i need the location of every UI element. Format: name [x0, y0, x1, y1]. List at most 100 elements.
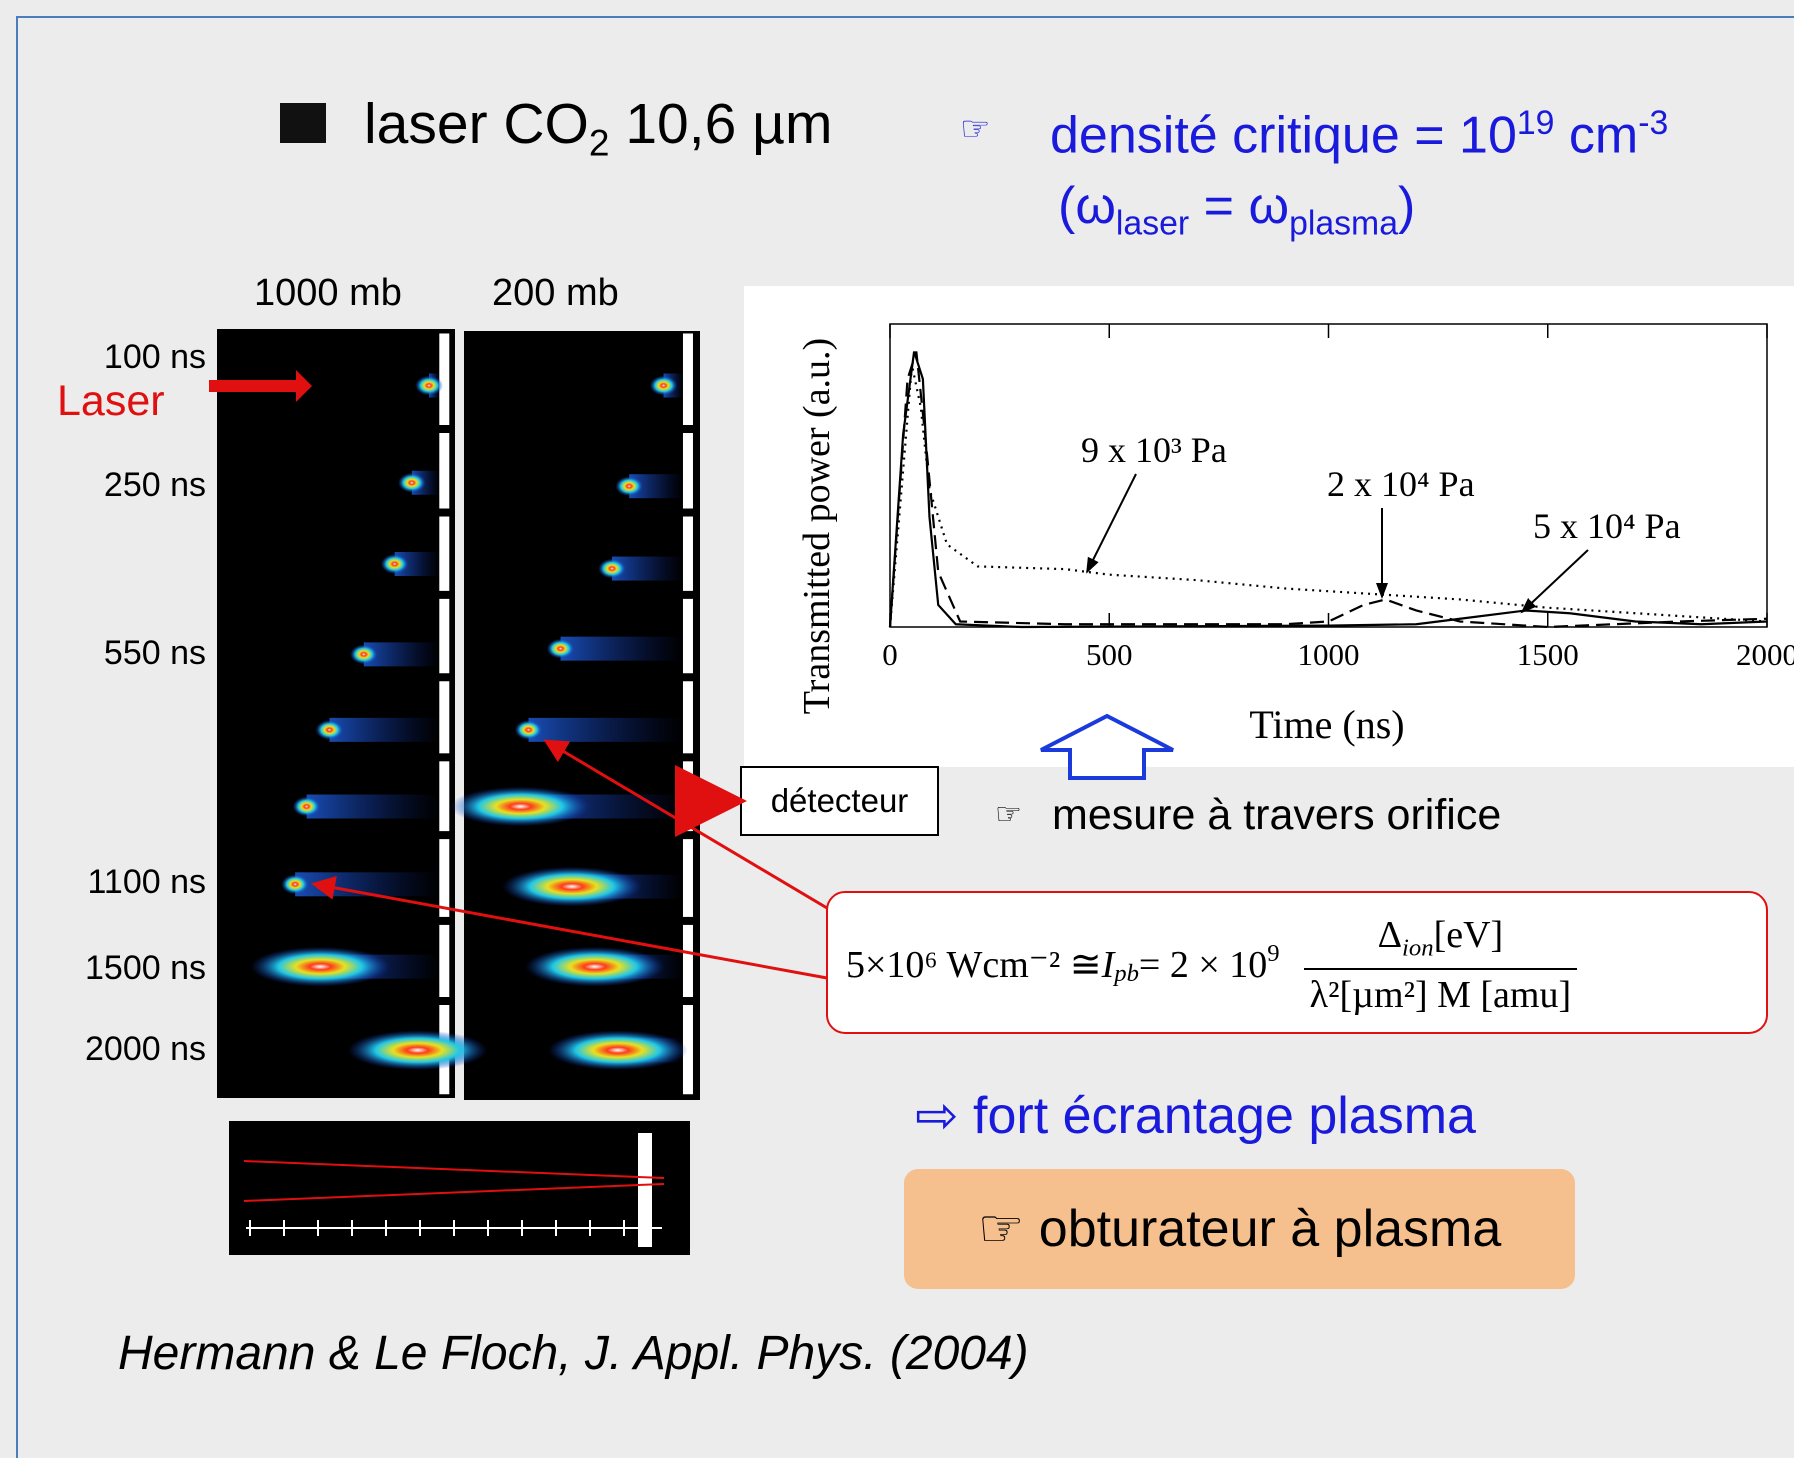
text: cm [1554, 106, 1639, 165]
title-text: 10,6 µm [609, 92, 833, 156]
text: = ω [1189, 177, 1290, 235]
label-arrow [1086, 473, 1137, 574]
time-label: 250 ns [103, 466, 206, 504]
plume-tail [306, 794, 440, 819]
text: (ω [1058, 177, 1116, 235]
plume-tail [329, 717, 440, 742]
plume [415, 375, 443, 396]
title-subscript: 2 [588, 121, 610, 164]
series-line [888, 365, 1768, 628]
arrow [543, 739, 828, 910]
plume [524, 946, 665, 987]
formula-text: I [1101, 944, 1115, 986]
beam [243, 1183, 665, 1202]
title: laser CO2 10,6 µm [364, 96, 832, 161]
numerator: Δion[eV] [1372, 916, 1510, 967]
target [682, 433, 693, 509]
x-tick-label: 0 [882, 637, 898, 672]
bullet [280, 103, 326, 143]
plume [292, 796, 321, 817]
arrow [311, 875, 828, 980]
subscript: plasma [1289, 204, 1399, 243]
plume [598, 558, 627, 579]
frame [16, 16, 1794, 1458]
time-label: 550 ns [103, 634, 206, 672]
plume [397, 472, 426, 493]
laser-label: Laser [57, 377, 165, 425]
detector-box [740, 766, 939, 836]
detector-label: détecteur [770, 782, 909, 819]
target [682, 839, 693, 917]
plume [547, 1030, 688, 1071]
formula-text: = 2 × 10 [1138, 944, 1268, 986]
curve-label: 5 x 10⁴ Pa [1533, 506, 1681, 546]
subscript: laser [1115, 204, 1190, 243]
plume [250, 946, 391, 987]
note: mesure à travers orifice [1052, 791, 1502, 839]
formula-subscript: ion [1402, 934, 1434, 962]
time-label: 1500 ns [85, 949, 206, 987]
formula-text: 5×10⁶ Wcm⁻² ≅ [846, 944, 1102, 986]
plume [546, 638, 575, 659]
plume [502, 866, 642, 907]
density: densité critique = 1019 cm-3 [1050, 104, 1669, 165]
plume [649, 375, 678, 396]
text: ) [1398, 177, 1416, 235]
target [439, 598, 450, 674]
column-label: 200 mb [492, 272, 619, 314]
hand-icon: ☞ [960, 110, 991, 148]
denominator: λ²[µm²] M [amu] [1303, 967, 1578, 1014]
formula-text: Δ [1377, 914, 1403, 957]
conclusion: ⇨ fort écrantage plasma [915, 1087, 1476, 1145]
target [682, 516, 693, 591]
series-line [888, 351, 1768, 629]
condition: (ωlaser = ωplasma) [1058, 180, 1415, 241]
citation: Hermann & Le Floch, J. Appl. Phys. (2004… [118, 1327, 1029, 1380]
text: densité critique = 10 [1050, 106, 1517, 165]
series-line [888, 351, 1768, 629]
target [682, 924, 693, 997]
target [439, 681, 450, 754]
target [682, 681, 693, 754]
label-arrow [1520, 549, 1589, 614]
plume [349, 644, 378, 665]
up-arrow [1040, 713, 1174, 780]
plume [514, 719, 543, 740]
hand-icon: ☞ [995, 798, 1022, 831]
target [439, 761, 450, 832]
target [682, 333, 693, 425]
plume [347, 1030, 488, 1071]
exponent: -3 [1638, 104, 1669, 142]
highlight-box [904, 1169, 1575, 1289]
target [638, 1133, 652, 1247]
x-tick-label: 500 [1086, 637, 1133, 672]
time-label: 100 ns [103, 338, 206, 376]
time-label: 1100 ns [87, 863, 206, 901]
column-label: 1000 mb [254, 272, 402, 314]
formula-box [826, 891, 1768, 1034]
exponent: 19 [1516, 104, 1555, 142]
image-panel [229, 1121, 690, 1255]
image-panels [217, 329, 700, 1255]
target [682, 598, 693, 674]
target [439, 516, 450, 591]
target [439, 924, 450, 997]
curve-label: 2 x 10⁴ Pa [1327, 464, 1475, 504]
target [439, 433, 450, 509]
plume [315, 719, 344, 740]
x-axis-label: Time (ns) [1249, 702, 1404, 747]
x-tick-label: 1000 [1298, 637, 1360, 672]
formula-exponent: 9 [1267, 939, 1280, 967]
formula-subscript: pb [1114, 959, 1139, 987]
time-label: 2000 ns [85, 1030, 206, 1068]
target [682, 1005, 693, 1095]
target [439, 333, 450, 425]
beam [243, 1160, 665, 1179]
fraction: Δion[eV] λ²[µm²] M [amu] [1303, 916, 1578, 1014]
target [439, 839, 450, 917]
plume [615, 476, 644, 497]
title-text: laser CO [364, 92, 589, 156]
